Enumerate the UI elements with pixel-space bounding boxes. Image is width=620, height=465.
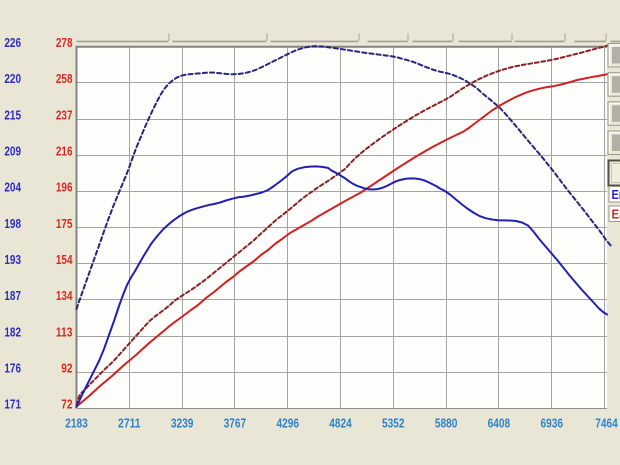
svg-text:237: 237 (56, 107, 73, 122)
svg-text:5880: 5880 (435, 416, 458, 431)
svg-text:175: 175 (56, 216, 73, 231)
svg-text:3239: 3239 (171, 416, 194, 431)
svg-text:4824: 4824 (329, 416, 352, 431)
svg-text:4296: 4296 (276, 416, 299, 431)
svg-text:3767: 3767 (224, 416, 247, 431)
svg-text:2183: 2183 (65, 416, 88, 431)
svg-text:En: En (612, 187, 620, 202)
svg-text:6408: 6408 (488, 416, 511, 431)
svg-text:134: 134 (56, 288, 73, 303)
svg-text:198: 198 (4, 216, 21, 231)
svg-text:278: 278 (56, 35, 73, 50)
svg-text:226: 226 (4, 35, 21, 50)
svg-text:204: 204 (4, 180, 21, 195)
svg-text:7464: 7464 (595, 416, 618, 431)
svg-text:171: 171 (4, 397, 21, 412)
svg-text:6936: 6936 (540, 416, 563, 431)
svg-text:209: 209 (4, 143, 21, 158)
svg-text:182: 182 (4, 324, 21, 339)
svg-text:220: 220 (4, 71, 21, 86)
svg-text:187: 187 (4, 288, 21, 303)
svg-text:Ea: Ea (612, 207, 620, 222)
svg-text:176: 176 (4, 361, 21, 376)
svg-text:154: 154 (56, 252, 73, 267)
svg-text:92: 92 (61, 361, 72, 376)
svg-text:215: 215 (4, 107, 21, 122)
svg-text:113: 113 (56, 324, 73, 339)
svg-text:258: 258 (56, 71, 73, 86)
svg-text:216: 216 (56, 143, 73, 158)
svg-text:5352: 5352 (382, 416, 405, 431)
svg-text:2711: 2711 (118, 416, 141, 431)
svg-text:196: 196 (56, 180, 73, 195)
svg-text:193: 193 (4, 252, 21, 267)
svg-text:72: 72 (61, 397, 72, 412)
